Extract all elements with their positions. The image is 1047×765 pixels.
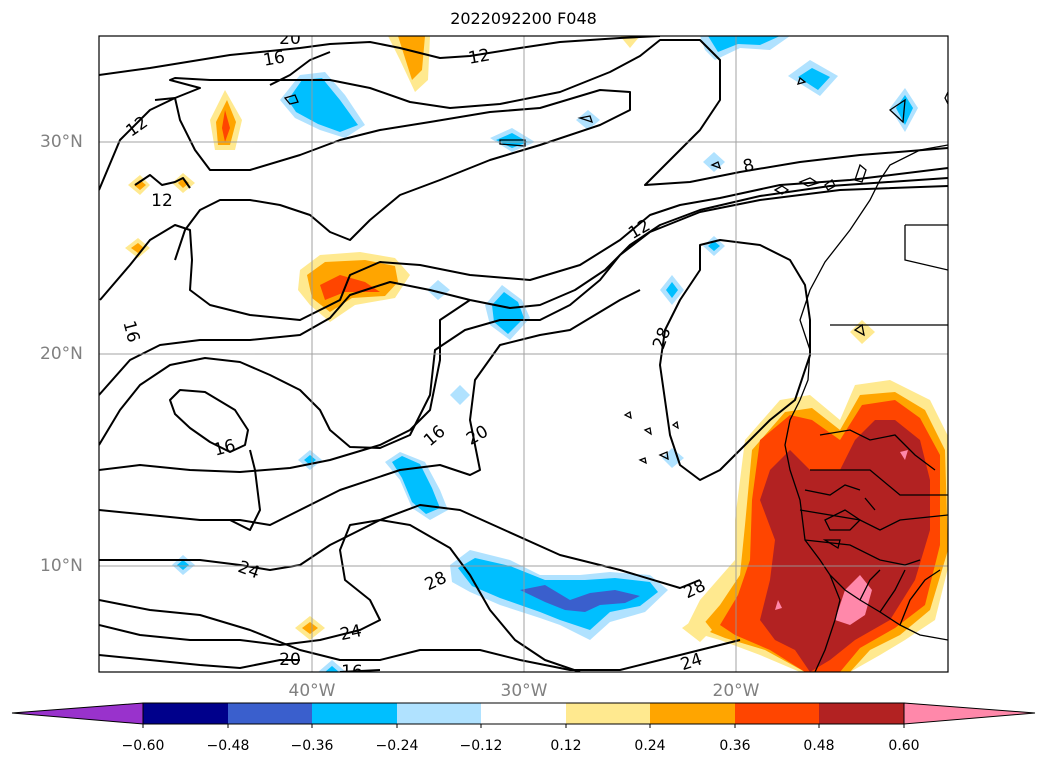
contour-label: 24 [338, 621, 363, 645]
contour-line [169, 389, 249, 453]
contour-label: 12 [151, 191, 173, 211]
contour-line [269, 51, 331, 86]
contour-label: 12 [123, 113, 152, 142]
colorbar-tick-label: 0.48 [803, 738, 835, 754]
contour-line [99, 36, 661, 76]
cold-anomaly-spot [708, 36, 780, 52]
colorbar-tick-label: −0.60 [121, 738, 165, 754]
warm-anomaly-africa-darkred [760, 420, 930, 672]
warm-anomaly-spot [398, 36, 425, 80]
colorbar-tick-label: 0.24 [634, 738, 666, 754]
lon-label-20w: 20°W [712, 681, 760, 701]
contour-label: 16 [420, 422, 449, 451]
map-frame [98, 35, 949, 673]
contour-line [99, 654, 300, 669]
contour-label: 16 [118, 319, 143, 345]
island [623, 76, 948, 465]
contour-line [99, 289, 641, 526]
colorbar-extend-high [903, 702, 1036, 725]
contour-label: 20 [279, 29, 301, 49]
contour-label: 16 [341, 662, 363, 682]
colorbar [11, 702, 1036, 728]
colorbar-tick-label: −0.48 [206, 738, 250, 754]
contour-line [134, 174, 191, 189]
lon-label-40w: 40°W [288, 681, 336, 701]
contour-label: 24 [678, 649, 705, 675]
contour-line [99, 299, 471, 473]
colorbar-tick-label: 0.36 [719, 738, 751, 754]
contour-label: 12 [625, 216, 654, 244]
contour-label: 24 [235, 557, 262, 583]
contour-line [154, 89, 631, 261]
contour-label: 8 [741, 155, 757, 177]
cold-anomaly-band-royal [520, 585, 640, 612]
lat-label-10n: 10°N [40, 556, 83, 576]
contour-label: 28 [649, 325, 675, 352]
contour-label: 20 [279, 650, 301, 670]
colorbar-tick-label: 0.12 [550, 738, 582, 754]
contour-line [659, 239, 811, 481]
contour-line [99, 599, 741, 671]
coastline [283, 76, 948, 672]
shaded-field [125, 36, 948, 672]
map-panel: 20 16 12 12 12 8 12 16 28 16 16 20 24 28… [99, 29, 948, 682]
colorbar-tick-label: −0.24 [375, 738, 419, 754]
colorbar-tick-label: −0.36 [290, 738, 334, 754]
contour-line [99, 185, 948, 449]
colorbar-tick-label: −0.12 [459, 738, 503, 754]
island [283, 94, 865, 550]
lat-label-30n: 30°N [40, 132, 83, 152]
contour-line [99, 39, 948, 191]
colorbar-extend-low [11, 702, 144, 725]
map-title: 2022092200 F048 [450, 9, 597, 28]
contour-label: 16 [212, 436, 238, 461]
contour-line [99, 167, 948, 321]
colorbar-tick-label: 0.60 [888, 738, 920, 754]
contour-label: 20 [463, 422, 492, 450]
contour-label: 16 [262, 47, 287, 70]
lat-label-20n: 20°N [40, 344, 83, 364]
contour-line [229, 449, 261, 531]
cold-anomaly-spot [288, 78, 358, 132]
graticule [99, 36, 948, 672]
warm-anomaly-spot [620, 36, 640, 48]
lon-label-30w: 30°W [500, 681, 548, 701]
contour-line [99, 519, 581, 672]
contour-label: 28 [422, 568, 450, 595]
contour-label: 12 [467, 45, 492, 68]
warm-anomaly-midatlantic-red [320, 275, 380, 300]
country-border [799, 224, 948, 672]
warm-anomaly-spot [222, 110, 230, 142]
contour-lines [99, 36, 948, 672]
